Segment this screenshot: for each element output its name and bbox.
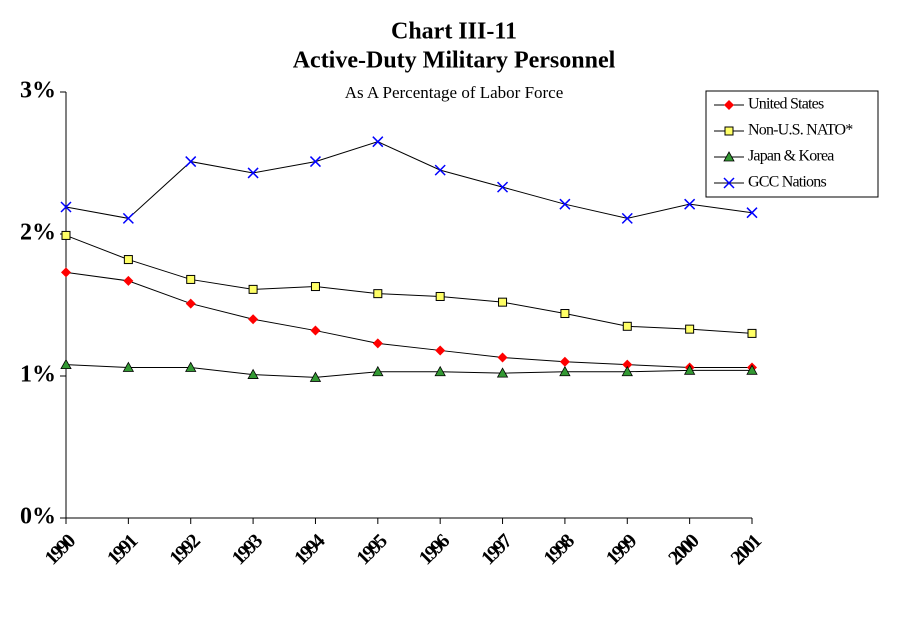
marker bbox=[622, 359, 633, 370]
legend-label: Japan & Korea bbox=[748, 148, 834, 165]
marker bbox=[372, 338, 383, 349]
marker bbox=[724, 100, 734, 110]
marker bbox=[684, 198, 696, 210]
chart-title: Chart III-11 bbox=[391, 19, 517, 45]
marker bbox=[123, 255, 133, 265]
marker bbox=[496, 367, 509, 378]
marker bbox=[310, 325, 321, 336]
x-tick-label: 1992 bbox=[165, 530, 205, 570]
marker bbox=[60, 358, 72, 370]
marker bbox=[247, 368, 259, 379]
marker bbox=[435, 345, 446, 356]
marker bbox=[123, 275, 134, 286]
chart-caption: As A Percentage of Labor Force bbox=[345, 83, 564, 102]
marker bbox=[621, 365, 633, 377]
marker bbox=[747, 328, 757, 338]
y-tick-label: 2% bbox=[20, 220, 56, 246]
legend-label: Non-U.S. NATO* bbox=[748, 122, 853, 139]
marker bbox=[372, 136, 384, 148]
marker bbox=[372, 365, 384, 377]
marker bbox=[122, 212, 134, 224]
marker bbox=[683, 364, 696, 375]
x-tick-label: 2001 bbox=[727, 531, 766, 570]
marker bbox=[621, 212, 633, 224]
x-tick-label: 1993 bbox=[228, 530, 268, 570]
series-line bbox=[65, 271, 752, 368]
x-tick-label: 1995 bbox=[352, 530, 392, 570]
marker bbox=[498, 297, 508, 307]
chart-subtitle: Active-Duty Military Personnel bbox=[293, 48, 616, 74]
x-tick-label: 2000 bbox=[664, 530, 704, 570]
legend-label: United States bbox=[748, 96, 824, 113]
marker bbox=[61, 230, 71, 240]
marker bbox=[310, 282, 320, 292]
x-tick-label: 1997 bbox=[477, 530, 517, 570]
x-tick-label: 1999 bbox=[602, 530, 642, 570]
marker bbox=[559, 365, 571, 377]
marker bbox=[247, 167, 259, 179]
marker bbox=[434, 365, 446, 377]
marker bbox=[185, 361, 197, 372]
marker bbox=[685, 324, 695, 334]
marker bbox=[497, 352, 508, 363]
x-tick-label: 1990 bbox=[41, 530, 81, 570]
marker bbox=[559, 198, 571, 210]
series-line bbox=[65, 141, 753, 219]
marker bbox=[560, 309, 570, 319]
marker bbox=[248, 314, 259, 325]
marker bbox=[185, 298, 196, 309]
y-tick-label: 3% bbox=[20, 78, 56, 104]
marker bbox=[309, 156, 321, 168]
y-tick-label: 0% bbox=[20, 504, 56, 530]
x-tick-label: 1991 bbox=[103, 531, 142, 570]
marker bbox=[434, 164, 446, 176]
y-tick-label: 1% bbox=[20, 362, 56, 388]
marker bbox=[723, 177, 735, 189]
x-tick-label: 1998 bbox=[540, 530, 580, 570]
marker bbox=[622, 321, 632, 331]
marker bbox=[309, 371, 322, 382]
marker bbox=[435, 291, 445, 301]
marker bbox=[724, 126, 734, 136]
marker bbox=[723, 151, 735, 162]
marker bbox=[60, 201, 72, 213]
legend-box bbox=[705, 90, 879, 198]
marker bbox=[248, 284, 258, 294]
marker bbox=[497, 181, 509, 193]
marker bbox=[122, 361, 135, 372]
marker bbox=[185, 156, 197, 168]
marker bbox=[373, 289, 383, 299]
marker bbox=[559, 356, 570, 367]
legend-label: GCC Nations bbox=[748, 174, 826, 191]
marker bbox=[746, 207, 758, 219]
marker bbox=[746, 364, 758, 375]
x-tick-label: 1996 bbox=[415, 530, 455, 570]
marker bbox=[61, 267, 71, 278]
marker bbox=[186, 274, 196, 284]
x-tick-label: 1994 bbox=[290, 530, 330, 570]
series-line bbox=[65, 364, 752, 378]
series-line bbox=[65, 234, 753, 334]
